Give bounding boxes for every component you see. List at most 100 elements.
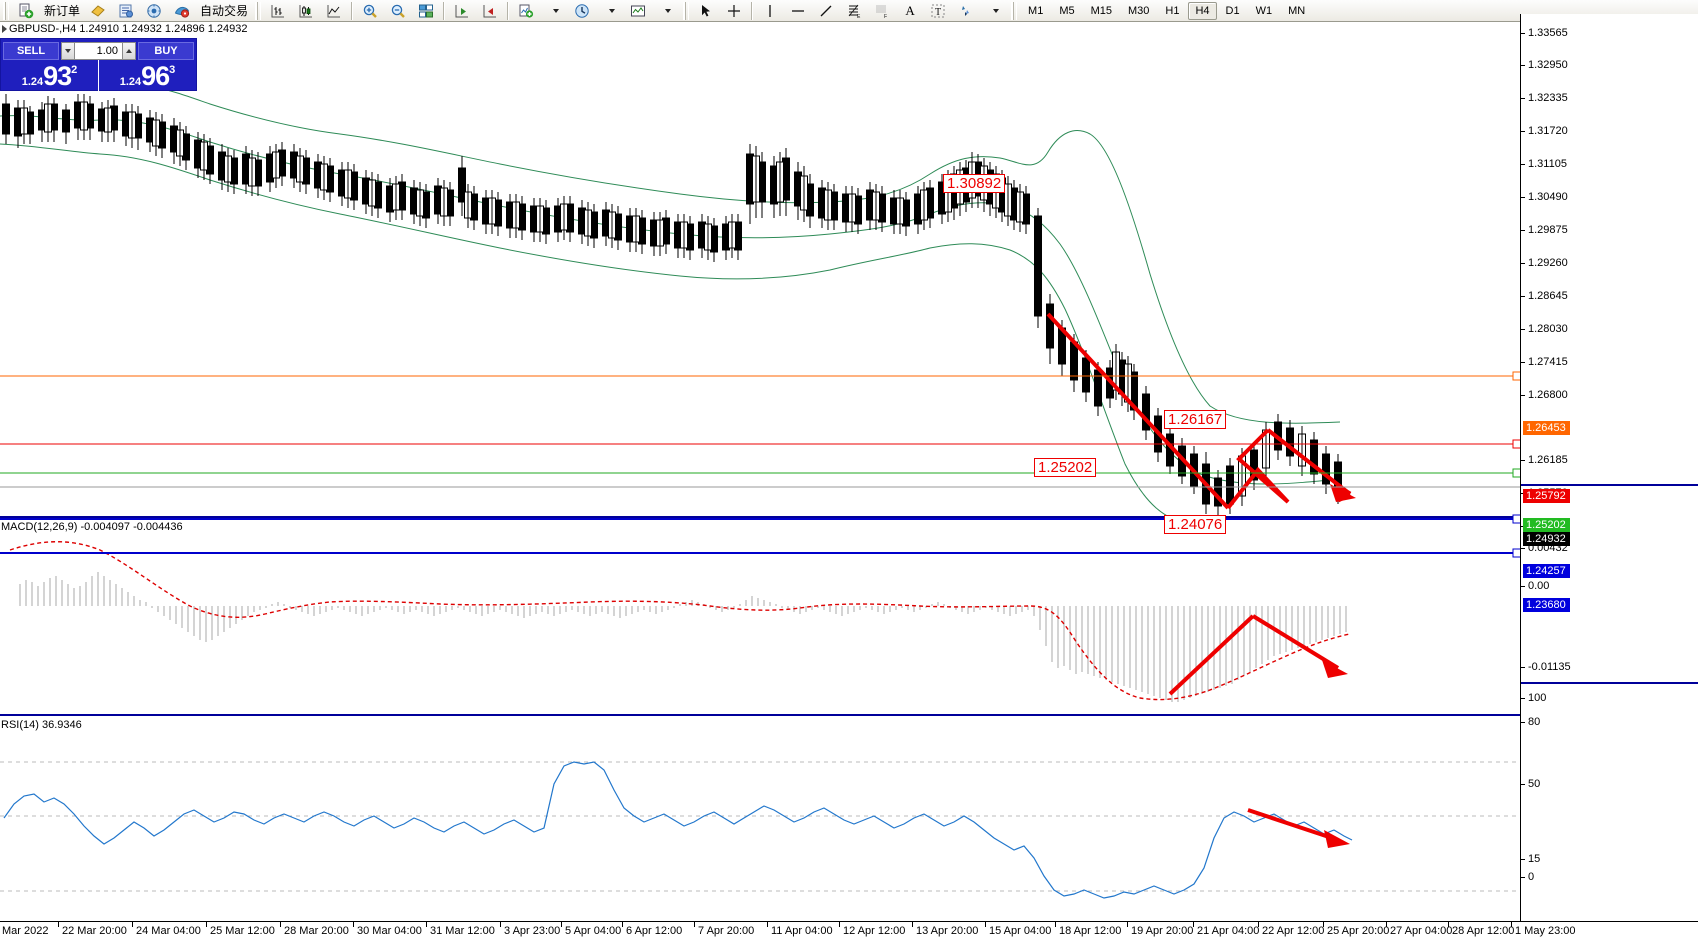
shift-end-icon[interactable] bbox=[477, 0, 503, 22]
timeframe-d1[interactable]: D1 bbox=[1225, 4, 1240, 17]
volume-input[interactable]: 1.00 bbox=[75, 41, 122, 60]
timeframe-mn[interactable]: MN bbox=[1288, 4, 1306, 17]
timeframe-h4[interactable]: H4 bbox=[1188, 1, 1217, 20]
buy-price-display[interactable]: 1.24 96 3 bbox=[98, 60, 196, 91]
one-click-trading-panel[interactable]: SELL 1.00 BUY 1.24 93 2 1.24 96 3 bbox=[0, 38, 197, 91]
timeframe-m15[interactable]: M15 bbox=[1090, 4, 1112, 17]
periods-dropdown-icon[interactable] bbox=[597, 0, 623, 22]
forecast-arrowhead-macd bbox=[1322, 660, 1348, 678]
buy-price-pips: 96 bbox=[141, 61, 170, 91]
templates-icon[interactable] bbox=[625, 0, 651, 22]
annotation-high[interactable]: 1.30892 bbox=[943, 174, 1006, 193]
volume-decrement-button[interactable] bbox=[61, 41, 75, 60]
data-window-icon[interactable] bbox=[113, 0, 139, 22]
text-box-icon[interactable]: T bbox=[925, 0, 951, 22]
time-label-21: 28 Apr 12:00 bbox=[1452, 925, 1515, 937]
rsi-line bbox=[3, 761, 1353, 899]
trendline-icon[interactable] bbox=[813, 0, 839, 22]
time-axis[interactable]: Mar 2022 22 Mar 20:00 24 Mar 04:00 25 Ma… bbox=[0, 921, 1698, 942]
forecast-arrowhead-rsi bbox=[1324, 830, 1350, 848]
templates-dropdown-icon[interactable] bbox=[653, 0, 679, 22]
time-label-20: 27 Apr 04:00 bbox=[1390, 925, 1453, 937]
time-label-2: 24 Mar 04:00 bbox=[136, 925, 201, 937]
bar-chart-icon[interactable] bbox=[265, 0, 291, 22]
toolbar-grip-2[interactable] bbox=[255, 1, 262, 20]
buy-price-fraction: 3 bbox=[169, 64, 176, 76]
axis-tick-7: 1.29260 bbox=[1521, 257, 1568, 269]
cursor-icon[interactable] bbox=[693, 0, 719, 22]
autotrading-label[interactable]: 自动交易 bbox=[200, 4, 249, 18]
fibonacci-icon[interactable]: E bbox=[841, 0, 867, 22]
axis-badge-1-23680[interactable]: 1.23680 bbox=[1523, 598, 1570, 612]
annotation-support[interactable]: 1.25202 bbox=[1034, 458, 1097, 477]
axis-badge-1-25792[interactable]: 1.25792 bbox=[1523, 489, 1570, 503]
timeframe-m30[interactable]: M30 bbox=[1128, 4, 1150, 17]
timeframe-m1[interactable]: M1 bbox=[1028, 4, 1044, 17]
sell-button[interactable]: SELL bbox=[3, 41, 59, 60]
horizontal-scrollbar[interactable] bbox=[0, 928, 1698, 941]
axis-tick-5: 1.30490 bbox=[1521, 191, 1568, 203]
candlestick-chart-icon[interactable] bbox=[293, 0, 319, 22]
macd-histogram bbox=[19, 572, 1347, 702]
axis-tick-9: 1.28030 bbox=[1521, 323, 1568, 335]
toolbar-grip[interactable] bbox=[3, 1, 9, 20]
svg-text:T: T bbox=[935, 7, 941, 18]
price-chart-svg bbox=[0, 83, 1356, 518]
toolbar-separator-2 bbox=[443, 1, 446, 20]
hline-icon[interactable] bbox=[785, 0, 811, 22]
crosshair-icon[interactable] bbox=[721, 0, 747, 22]
price-axis[interactable]: 1.33565 1.32950 1.32335 1.31720 1.31105 … bbox=[1520, 14, 1698, 941]
buy-button[interactable]: BUY bbox=[138, 41, 194, 60]
tile-windows-icon[interactable] bbox=[413, 0, 439, 22]
axis-tick-3: 1.31720 bbox=[1521, 125, 1568, 137]
line-chart-icon[interactable] bbox=[321, 0, 347, 22]
shapes-icon[interactable] bbox=[953, 0, 979, 22]
indicators-dropdown-icon[interactable] bbox=[541, 0, 567, 22]
axis-badge-1-25202[interactable]: 1.25202 bbox=[1523, 518, 1570, 532]
timeframe-w1[interactable]: W1 bbox=[1255, 4, 1273, 17]
shift-start-icon[interactable] bbox=[449, 0, 475, 22]
expert-advisors-icon[interactable] bbox=[85, 0, 111, 22]
macd-pane[interactable]: MACD(12,26,9) -0.004097 -0.004436 bbox=[0, 520, 1520, 716]
toolbar-grip-3[interactable] bbox=[683, 1, 690, 20]
indicators-icon[interactable] bbox=[513, 0, 539, 22]
axis-separator-price-macd bbox=[1521, 484, 1698, 486]
annotation-low[interactable]: 1.24076 bbox=[1164, 515, 1227, 534]
new-order-label[interactable]: 新订单 bbox=[44, 4, 81, 18]
periods-icon[interactable] bbox=[569, 0, 595, 22]
zoom-out-icon[interactable] bbox=[385, 0, 411, 22]
forecast-arrow-rsi bbox=[1247, 808, 1339, 842]
axis-badge-1-26453[interactable]: 1.26453 bbox=[1523, 421, 1570, 435]
rsi-pane[interactable]: RSI(14) 36.9346 bbox=[0, 718, 1520, 936]
time-label-12: 12 Apr 12:00 bbox=[843, 925, 906, 937]
axis-tick-4: 1.31105 bbox=[1521, 158, 1567, 170]
toolbar-grip-4[interactable] bbox=[1011, 1, 1018, 20]
equidistant-channel-icon[interactable]: F bbox=[869, 0, 895, 22]
zoom-in-icon[interactable] bbox=[357, 0, 383, 22]
rsi-tick-50: 50 bbox=[1521, 778, 1540, 790]
time-label-16: 19 Apr 20:00 bbox=[1131, 925, 1194, 937]
autotrading-icon[interactable] bbox=[169, 0, 195, 22]
macd-tick-2: -0.01135 bbox=[1521, 661, 1571, 673]
time-label-18: 22 Apr 12:00 bbox=[1262, 925, 1325, 937]
shapes-dropdown-icon[interactable] bbox=[981, 0, 1007, 22]
navigator-icon[interactable] bbox=[141, 0, 167, 22]
timeframe-h1[interactable]: H1 bbox=[1165, 4, 1180, 17]
timeframe-m5[interactable]: M5 bbox=[1059, 4, 1075, 17]
rsi-chart-svg bbox=[0, 761, 1520, 899]
time-label-5: 30 Mar 04:00 bbox=[357, 925, 422, 937]
annotation-swing-high[interactable]: 1.26167 bbox=[1164, 410, 1227, 429]
sell-price-fraction: 2 bbox=[71, 64, 78, 76]
price-pane[interactable] bbox=[0, 34, 1520, 518]
sell-price-pips: 93 bbox=[43, 61, 72, 91]
chart-area[interactable]: MACD(12,26,9) -0.004097 -0.004436 RSI(14… bbox=[0, 34, 1698, 941]
volume-increment-button[interactable] bbox=[122, 41, 136, 60]
vline-icon[interactable] bbox=[757, 0, 783, 22]
sell-price-display[interactable]: 1.24 93 2 bbox=[1, 60, 98, 91]
text-label-icon[interactable]: A bbox=[905, 2, 915, 18]
sell-price-base: 1.24 bbox=[21, 76, 44, 88]
rsi-tick-100: 100 bbox=[1521, 692, 1546, 704]
axis-badge-1-24257[interactable]: 1.24257 bbox=[1523, 564, 1570, 578]
collapse-icon[interactable] bbox=[2, 25, 7, 34]
new-order-icon[interactable] bbox=[13, 0, 39, 22]
